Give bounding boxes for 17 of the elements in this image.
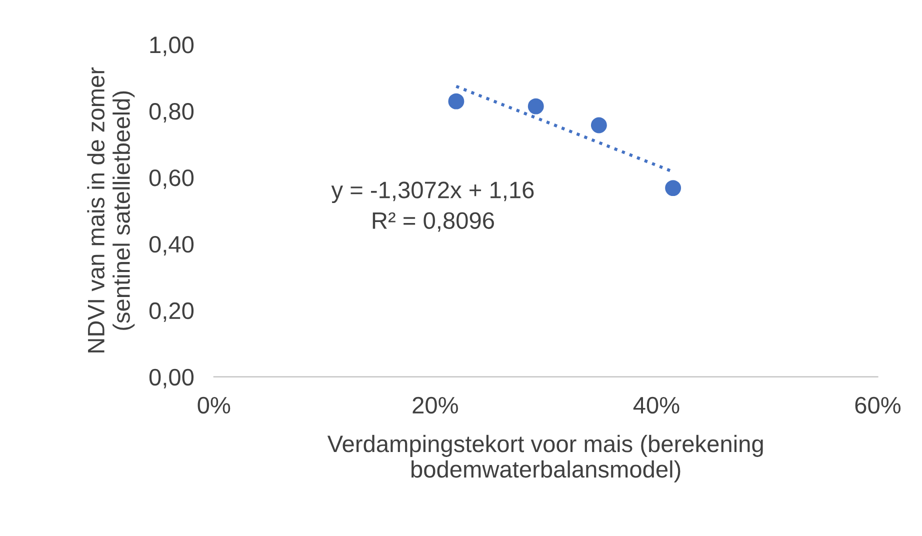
point — [448, 93, 464, 110]
x-tick-label: 0% — [198, 396, 230, 414]
point — [590, 117, 607, 134]
y-tick-label: 0,80 — [149, 103, 194, 123]
y-axis-title: NDVI van mais in de zomer (sentinel satellietbeeld) — [87, 67, 135, 352]
x-tick-label: 20% — [412, 396, 458, 414]
y-tick-label: 0,00 — [149, 368, 194, 388]
y-tick-label: 1,00 — [150, 36, 194, 56]
y-tick-label: 0,20 — [149, 302, 194, 322]
point — [665, 180, 682, 196]
x-tick-label: 60% — [855, 396, 901, 414]
x-axis-title: Verdampingstekort voor mais (berekening bodemwaterbalansmodel) — [327, 434, 763, 482]
x-tick-label: 40% — [633, 396, 680, 414]
point — [528, 98, 544, 114]
y-tick-label: 0,40 — [149, 236, 194, 256]
y-tick-label: 0,60 — [149, 169, 194, 189]
annotation: y = -1,3072x + 1,16 R² = 0,8096 — [331, 182, 534, 232]
